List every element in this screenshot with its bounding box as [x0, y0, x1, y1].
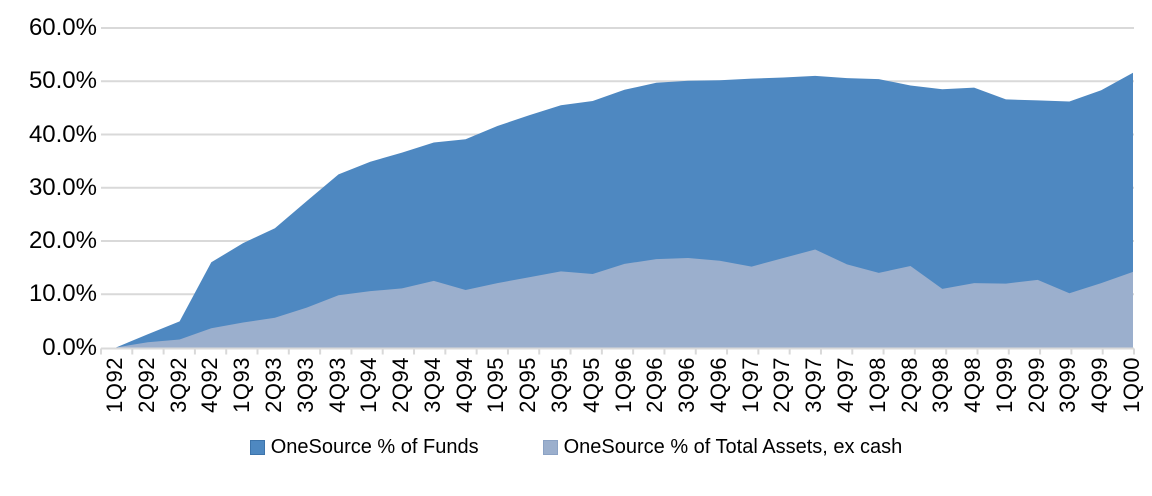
x-axis-label: 1Q95: [483, 357, 509, 413]
y-axis-label: 30.0%: [28, 173, 97, 201]
x-axis-label: 3Q95: [546, 357, 572, 413]
x-axis-label: 2Q96: [642, 357, 668, 413]
x-axis-label: 1Q97: [737, 357, 763, 413]
legend-swatch-icon: [542, 439, 558, 455]
area-series-assets: [116, 249, 1133, 348]
legend: OneSource % of Funds OneSource % of Total…: [0, 435, 1152, 459]
x-axis-label: 4Q92: [197, 357, 223, 413]
y-axis-label: 0.0%: [42, 333, 97, 361]
y-axis-label: 40.0%: [28, 120, 97, 148]
x-axis-label: 3Q98: [928, 357, 954, 413]
x-axis-label: 3Q93: [292, 357, 318, 413]
x-axis-label: 4Q95: [578, 357, 604, 413]
x-axis-label: 1Q99: [991, 357, 1017, 413]
x-axis-label: 2Q98: [896, 357, 922, 413]
x-axis-label: 4Q98: [960, 357, 986, 413]
x-axis-label: 1Q00: [1119, 357, 1144, 413]
x-axis-label: 2Q93: [260, 357, 286, 413]
x-axis-label: 4Q99: [1087, 357, 1113, 413]
x-axis-label: 4Q93: [324, 357, 350, 413]
x-axis-label: 2Q95: [515, 357, 541, 413]
x-axis-label: 4Q94: [451, 357, 477, 413]
x-axis-label: 3Q96: [674, 357, 700, 413]
y-axis-label: 60.0%: [28, 14, 97, 41]
x-axis-label: 2Q92: [133, 357, 159, 413]
x-axis-label: 4Q96: [705, 357, 731, 413]
legend-label: OneSource % of Total Assets, ex cash: [563, 436, 903, 458]
x-axis-label: 2Q99: [1023, 357, 1049, 413]
legend-item-funds: OneSource % of Funds: [249, 435, 479, 459]
y-axis-label: 20.0%: [28, 227, 97, 254]
x-axis-label: 3Q94: [419, 357, 445, 413]
plot-area: [100, 27, 1135, 355]
x-axis-label: 3Q99: [1055, 357, 1081, 413]
x-axis-label: 1Q92: [102, 357, 127, 413]
x-axis-label: 1Q98: [864, 357, 890, 413]
x-axis-label: 1Q94: [356, 357, 382, 413]
x-axis-label: 4Q97: [833, 357, 858, 413]
legend-item-assets: OneSource % of Total Assets, ex cash: [542, 435, 903, 459]
x-axis-label: 3Q92: [165, 357, 191, 413]
y-axis-label: 50.0%: [28, 67, 97, 95]
x-axis-label: 3Q97: [801, 357, 827, 413]
y-axis-label: 10.0%: [28, 280, 97, 308]
x-axis-label: 1Q96: [610, 357, 636, 413]
x-axis-label: 1Q93: [229, 357, 255, 413]
x-axis-label: 2Q94: [388, 357, 413, 413]
legend-swatch-icon: [249, 439, 265, 455]
x-axis-label: 2Q97: [769, 357, 795, 413]
legend-label: OneSource % of Funds: [270, 436, 479, 458]
